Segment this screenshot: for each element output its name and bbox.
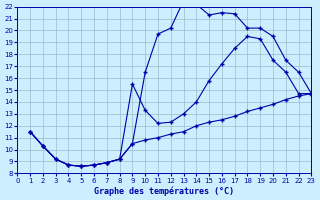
X-axis label: Graphe des températures (°C): Graphe des températures (°C): [94, 186, 234, 196]
